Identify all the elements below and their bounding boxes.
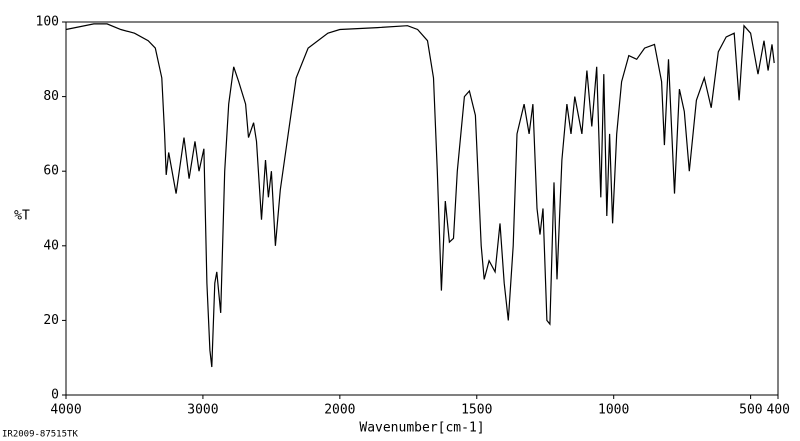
- x-tick-label: 500: [739, 403, 762, 418]
- plot-frame: [65, 21, 779, 396]
- x-tick-label: 4000: [50, 403, 81, 418]
- y-tick-label: 40: [43, 238, 59, 253]
- y-axis-label: %T: [14, 209, 30, 224]
- x-tick-label: 1000: [598, 403, 629, 418]
- x-tick-label: 2000: [324, 403, 355, 418]
- y-tick-label: 100: [36, 15, 59, 30]
- spectrum-line: [65, 23, 775, 368]
- x-axis-label: Wavenumber[cm-1]: [359, 421, 484, 436]
- x-tick-label: 400: [767, 403, 790, 418]
- x-tick-label: 1500: [461, 403, 492, 418]
- footer: IR2009-87515TK: [2, 430, 78, 440]
- y-tick-label: 0: [51, 388, 59, 403]
- x-tick-label: 3000: [187, 403, 218, 418]
- y-tick-label: 60: [43, 164, 59, 179]
- y-tick-label: 20: [43, 313, 59, 328]
- y-tick-label: 80: [43, 89, 59, 104]
